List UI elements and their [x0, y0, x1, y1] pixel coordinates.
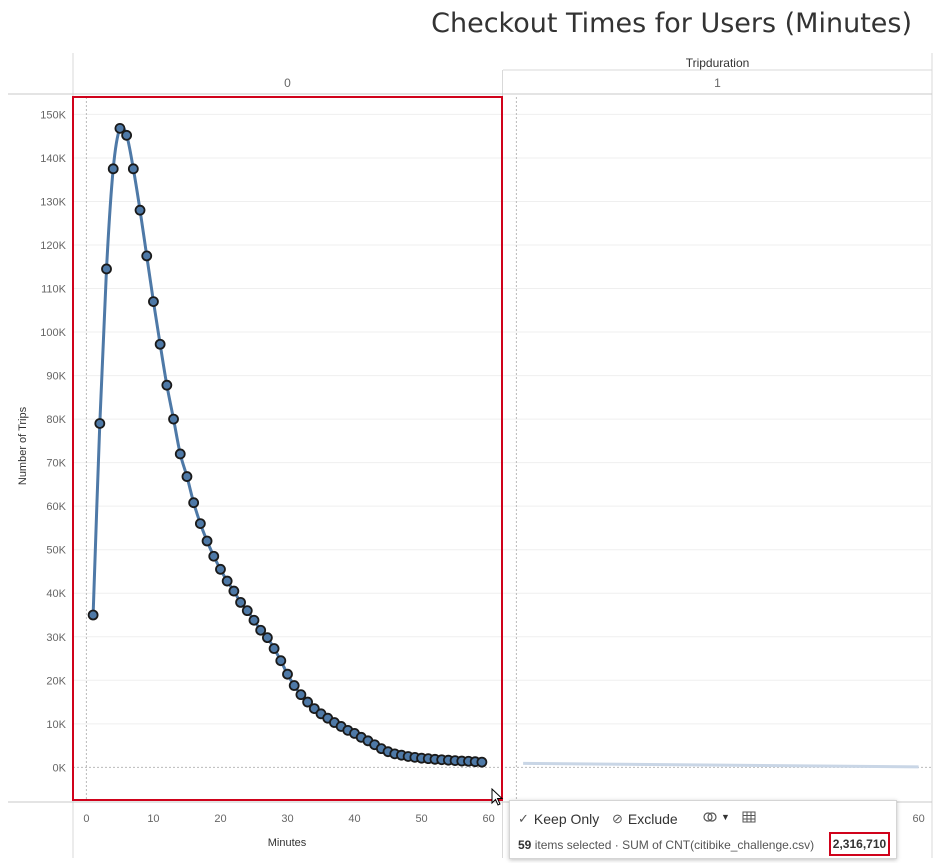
group-members-button[interactable]: ▼: [703, 811, 730, 823]
x-tick-label: 10: [147, 813, 159, 825]
data-point: [221, 575, 233, 587]
chevron-down-icon: ▼: [721, 812, 730, 822]
sum-text: · SUM of CNT(citibike_challenge.csv): [614, 838, 815, 852]
selection-summary: 59 items selected · SUM of CNT(citibike_…: [518, 838, 814, 852]
data-point: [194, 518, 206, 529]
data-point: [114, 122, 126, 134]
series-line: [91, 124, 482, 764]
exclude-button[interactable]: ⊘ Exclude: [612, 811, 678, 827]
y-tick-label: 50K: [46, 545, 66, 557]
data-point: [168, 413, 179, 425]
y-tick-label: 100K: [40, 327, 66, 339]
group-icon: [703, 812, 717, 822]
view-data-button[interactable]: [742, 811, 756, 823]
data-point: [141, 250, 153, 262]
y-tick-label: 60K: [46, 501, 66, 513]
keep-only-button[interactable]: ✓ Keep Only: [518, 811, 599, 827]
checkmark-icon: ✓: [518, 811, 529, 826]
data-point: [94, 418, 106, 429]
data-point: [288, 680, 300, 691]
data-point: [275, 655, 287, 667]
pane-header-1[interactable]: 1: [714, 76, 721, 90]
data-point: [107, 163, 119, 175]
data-point: [248, 614, 260, 626]
data-point: [188, 497, 200, 509]
data-point: [121, 129, 133, 141]
x-tick-label: 60: [482, 813, 494, 825]
data-point: [215, 563, 226, 575]
data-point: [255, 624, 267, 636]
x-tick-label: 30: [281, 813, 293, 825]
exclude-label: Exclude: [627, 811, 678, 827]
y-tick-label: 0K: [53, 762, 67, 774]
view-data-icon: [742, 811, 756, 823]
y-axis-title: Number of Trips: [17, 406, 29, 485]
data-point: [261, 632, 273, 644]
selection-highlight: [72, 96, 503, 801]
x-tick-label: 20: [214, 813, 226, 825]
data-point: [101, 263, 112, 275]
series-layer: [87, 122, 919, 769]
y-tick-label: 30K: [46, 632, 66, 644]
y-tick-label: 140K: [40, 153, 66, 165]
x-axis-ticks: 0 10 20 30 40 50 60 60: [83, 813, 924, 825]
column-header-tripduration[interactable]: Tripduration: [685, 56, 750, 70]
data-point: [241, 605, 253, 617]
x-axis-title: Minutes: [268, 837, 307, 849]
data-point: [154, 338, 166, 350]
y-tick-label: 120K: [40, 240, 66, 252]
y-tick-label: 130K: [40, 196, 66, 208]
data-point: [302, 696, 314, 708]
data-point: [282, 668, 293, 680]
y-tick-label: 80K: [46, 414, 66, 426]
data-point: [235, 596, 246, 608]
selection-total: 2,316,710: [829, 832, 890, 856]
data-point: [268, 643, 280, 654]
data-point: [295, 689, 307, 701]
page-title: Checkout Times for Users (Minutes): [431, 8, 912, 39]
data-point: [87, 609, 99, 621]
items-text: items selected: [534, 838, 612, 852]
mouse-cursor-icon: [491, 788, 504, 806]
x-tick-label: 60: [912, 813, 924, 825]
y-tick-label: 150K: [40, 109, 66, 121]
selection-tooltip: ✓ Keep Only ⊘ Exclude ▼ 59 items selecte…: [509, 800, 897, 859]
x-tick-label: 40: [348, 813, 360, 825]
data-point: [476, 756, 488, 768]
chart-frame: [8, 53, 933, 858]
data-point: [181, 471, 193, 482]
keep-only-label: Keep Only: [533, 811, 600, 827]
data-point: [134, 204, 146, 216]
y-tick-label: 20K: [46, 675, 66, 687]
x-tick-label: 50: [415, 813, 427, 825]
data-point: [174, 448, 186, 460]
y-axis-ticks: 0K 10K 20K 30K 40K 50K 60K 70K 80K 90K 100K 110K 120…: [40, 109, 66, 774]
data-point: [228, 585, 240, 597]
data-point: [201, 535, 213, 547]
data-point: [161, 379, 173, 391]
data-point: [127, 163, 139, 175]
y-tick-label: 110K: [41, 284, 67, 296]
data-point: [148, 296, 159, 307]
y-tick-label: 70K: [46, 458, 66, 470]
y-tick-label: 40K: [46, 588, 66, 600]
items-count: 59: [518, 838, 532, 852]
pane-header-0[interactable]: 0: [284, 76, 291, 90]
data-point: [208, 550, 220, 562]
series-line-unselected: [523, 761, 919, 769]
y-tick-label: 90K: [46, 371, 66, 383]
y-tick-label: 10K: [46, 719, 66, 731]
exclude-icon: ⊘: [612, 811, 623, 826]
x-tick-label: 0: [83, 813, 89, 825]
